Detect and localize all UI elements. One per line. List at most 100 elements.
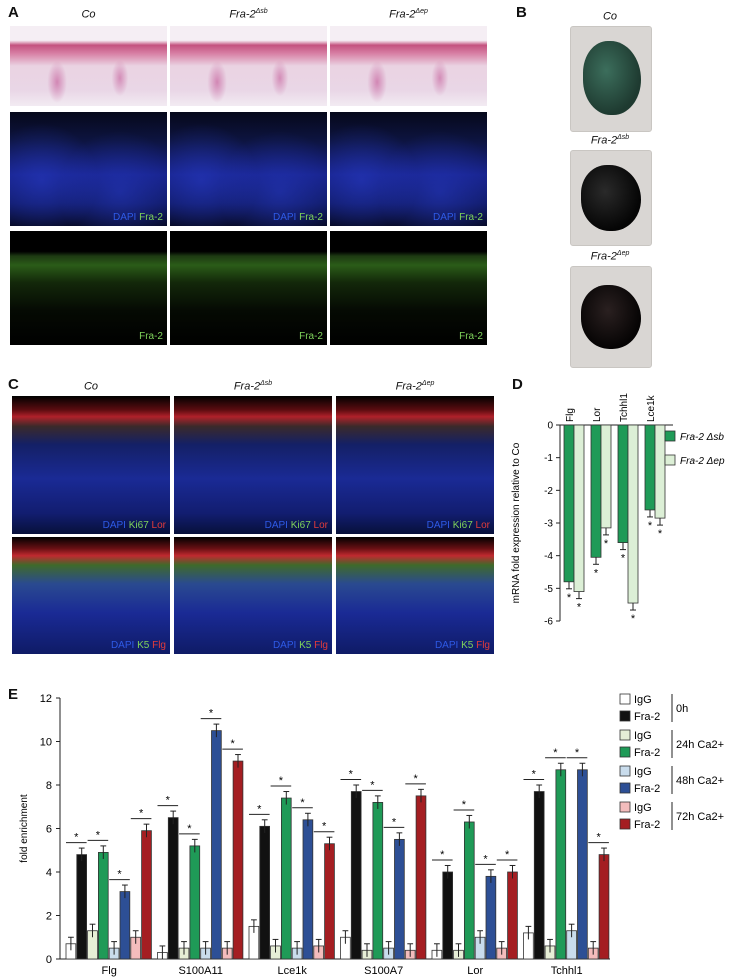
panel-a-dapi-fra2-co: DAPI Fra-2 xyxy=(10,112,167,226)
significance-star: * xyxy=(349,769,354,781)
y-axis-label: fold enrichment xyxy=(19,794,30,863)
y-tick-label: -2 xyxy=(544,486,553,497)
y-tick-label: -1 xyxy=(544,453,553,464)
legend-group-label: 0h xyxy=(676,703,688,715)
category-label: Lor xyxy=(467,965,483,977)
y-tick-label: -3 xyxy=(544,519,553,530)
significance-star: * xyxy=(621,553,626,565)
embryo-fra2-sb xyxy=(581,165,641,231)
category-label: Lce1k xyxy=(278,965,308,977)
bar xyxy=(600,424,612,529)
bar xyxy=(350,791,362,960)
y-tick-label: 10 xyxy=(40,737,52,749)
significance-star: * xyxy=(166,795,171,807)
significance-star: * xyxy=(567,592,572,604)
bar xyxy=(232,760,244,960)
legend-label: Fra-2 Δsb xyxy=(680,432,724,443)
panel-c-row2-label: DAPI K5 Flg xyxy=(434,640,490,651)
significance-star: * xyxy=(483,853,488,865)
panel-c-row2-label: DAPI K5 Flg xyxy=(272,640,328,651)
legend-label: Fra-2 xyxy=(634,819,660,831)
significance-star: * xyxy=(279,775,284,787)
category-label: Tchhl1 xyxy=(551,965,583,977)
embryo-co xyxy=(583,41,641,115)
bar xyxy=(141,830,152,960)
panel-a-row2-label: DAPI Fra-2 xyxy=(432,212,483,223)
bar xyxy=(372,802,384,960)
bar xyxy=(415,795,427,960)
panel-a-col-fra2-sb: Fra-2Δsb xyxy=(229,8,268,21)
panel-a-dapi-fra2-ep: DAPI Fra-2 xyxy=(330,112,487,226)
significance-star: * xyxy=(532,769,537,781)
legend-label: IgG xyxy=(634,730,652,742)
panel-c-col-co: Co xyxy=(83,380,99,393)
significance-star: * xyxy=(209,708,214,720)
bar xyxy=(577,769,588,960)
significance-star: * xyxy=(187,823,192,835)
panel-c-row2-label: DAPI K5 Flg xyxy=(110,640,166,651)
significance-star: * xyxy=(596,832,601,844)
panel-a-row2-label: DAPI Fra-2 xyxy=(272,212,323,223)
embryo-photo-fra2-sb xyxy=(570,150,652,246)
bar xyxy=(259,825,270,960)
legend-swatch xyxy=(619,765,631,777)
panel-b-title-ep: Fra-2Δep xyxy=(590,250,630,263)
legend-swatch xyxy=(619,729,631,741)
bar xyxy=(598,854,610,960)
bar xyxy=(507,871,518,960)
bar xyxy=(590,424,602,558)
bar xyxy=(324,843,335,960)
y-tick-label: 4 xyxy=(46,867,52,879)
bar xyxy=(211,730,222,960)
embryo-fra2-ep xyxy=(581,285,641,349)
panel-a-fra2-co: Fra-2 xyxy=(10,231,167,345)
significance-star: * xyxy=(370,779,375,791)
significance-star: * xyxy=(139,808,144,820)
significance-star: * xyxy=(117,869,122,881)
panel-a-row3-label: Fra-2 xyxy=(459,331,483,342)
panel-c-label: C xyxy=(8,376,19,393)
legend-label: IgG xyxy=(634,694,652,706)
significance-star: * xyxy=(392,816,397,828)
bar xyxy=(76,854,88,960)
significance-star: * xyxy=(577,602,582,614)
panel-a-label: A xyxy=(8,4,19,21)
panel-b-label: B xyxy=(516,4,527,21)
panel-a-fra2-ep: Fra-2 xyxy=(330,231,487,345)
panel-a-row3-label: Fra-2 xyxy=(299,331,323,342)
panel-c-ki67-lor-sb: DAPI Ki67 Lor xyxy=(174,396,332,534)
bar xyxy=(189,845,201,960)
bar xyxy=(627,424,639,604)
panel-a-col-co: Co xyxy=(81,8,96,21)
significance-star: * xyxy=(648,520,653,532)
significance-star: * xyxy=(413,773,418,785)
legend-swatch xyxy=(664,454,676,466)
bar xyxy=(98,852,109,960)
bar xyxy=(485,875,497,960)
significance-star: * xyxy=(604,538,609,550)
y-tick-label: 8 xyxy=(46,780,52,792)
legend-label: Fra-2 Δep xyxy=(680,456,725,467)
panel-c-ki67-lor-ep: DAPI Ki67 Lor xyxy=(336,396,494,534)
panel-a-row3-label: Fra-2 xyxy=(139,331,163,342)
category-label: S100A7 xyxy=(364,965,403,977)
legend-swatch xyxy=(664,430,676,442)
legend-label: IgG xyxy=(634,766,652,778)
panel-c-col-fra2-sb: Fra-2Δsb xyxy=(233,380,273,393)
significance-star: * xyxy=(505,849,510,861)
significance-star: * xyxy=(575,747,580,759)
y-tick-label: -4 xyxy=(544,551,553,562)
panel-b-title-co: Co xyxy=(602,10,618,23)
y-tick-label: -6 xyxy=(544,617,553,628)
significance-star: * xyxy=(74,832,79,844)
panel-c-row1-label: DAPI Ki67 Lor xyxy=(102,520,166,531)
significance-star: * xyxy=(96,829,101,841)
legend-label: IgG xyxy=(634,802,652,814)
panel-a-fra2-sb: Fra-2 xyxy=(170,231,327,345)
bar xyxy=(463,821,475,960)
bar xyxy=(442,871,453,960)
y-tick-label: 0 xyxy=(547,421,553,432)
panel-b-title-sb: Fra-2Δsb xyxy=(590,134,630,147)
y-tick-label: -5 xyxy=(544,584,553,595)
bar xyxy=(119,891,131,960)
